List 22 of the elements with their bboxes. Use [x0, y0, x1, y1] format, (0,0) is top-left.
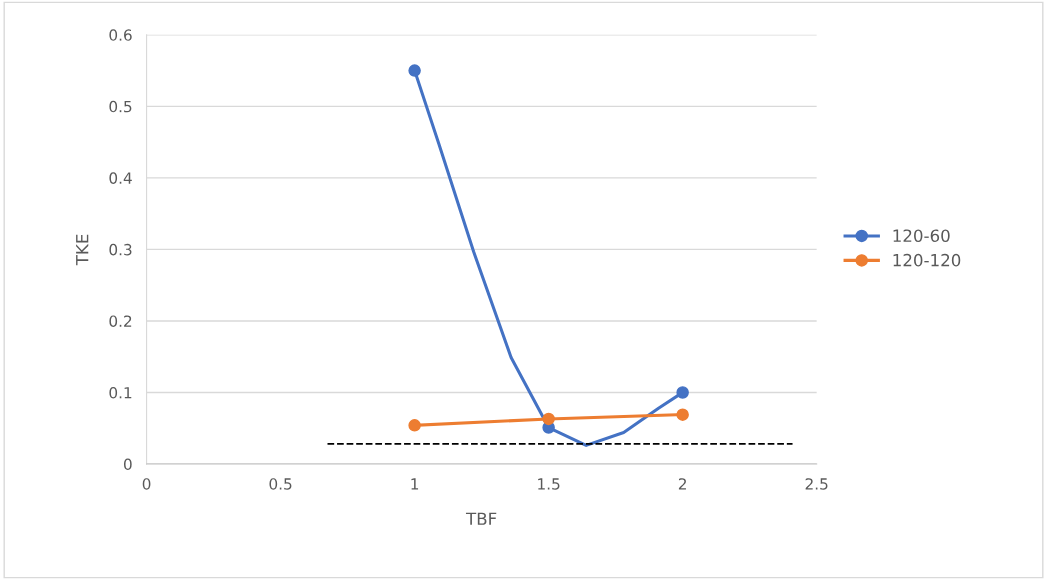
- point: [676, 386, 689, 399]
- y-tick-label: 0.5: [109, 100, 132, 113]
- x-tick-label: 0.5: [269, 478, 292, 490]
- x-tick-label: 1.5: [538, 478, 560, 490]
- x-tick-label: 2.5: [805, 478, 828, 490]
- x-axis-title: TBF: [465, 512, 497, 525]
- x-tick-label: 2: [678, 478, 686, 490]
- point: [408, 64, 421, 77]
- legend-label: 120-120: [893, 253, 961, 267]
- legend-label: 120-60: [893, 229, 950, 242]
- x-tick-label: 0: [142, 478, 151, 490]
- point: [676, 408, 689, 421]
- y-tick-label: 0.6: [109, 29, 132, 41]
- y-tick-label: 0: [123, 458, 132, 471]
- x-tick-label: 1: [411, 478, 419, 490]
- y-tick-label: 0.4: [109, 172, 132, 184]
- point: [542, 412, 555, 426]
- point: [408, 419, 421, 432]
- y-tick-label: 0.1: [109, 386, 132, 399]
- y-tick-label: 0.3: [109, 243, 132, 256]
- y-tick-label: 0.2: [109, 315, 132, 327]
- y-axis-title: TKE: [76, 234, 89, 266]
